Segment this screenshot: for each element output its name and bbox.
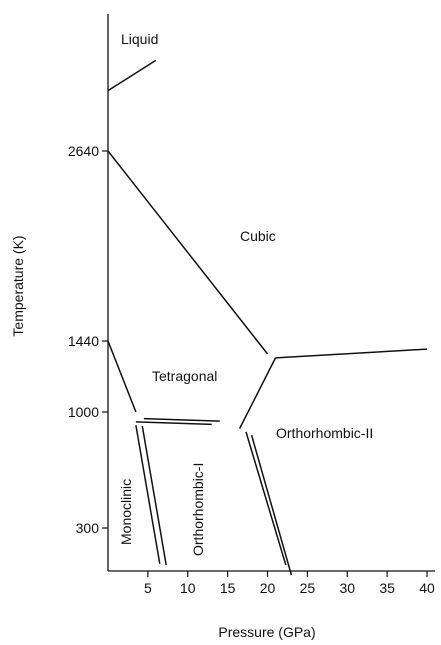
y-axis-label: Temperature (K) [10,235,26,336]
phase-boundary-line [107,59,157,92]
phase-boundary-line [245,431,287,566]
phase-label-cubic: Cubic [240,228,276,244]
x-tick-label: 5 [144,580,152,596]
phase-label-monoclinic: Monoclinic [118,479,134,545]
x-tick-label: 40 [419,580,435,596]
y-tick-label: 1440 [68,333,99,349]
phase-label-liquid: Liquid [121,31,158,47]
x-tick-label: 35 [379,580,395,596]
phase-boundary-line [238,357,277,429]
phase-label-tetragonal: Tetragonal [152,368,217,384]
phase-boundaries [107,59,428,576]
x-tick-label: 30 [339,580,355,596]
phase-boundary-line [250,434,293,576]
x-tick-label: 20 [260,580,276,596]
y-tick-label: 2640 [68,143,99,159]
phase-boundary-line [107,340,137,413]
phase-label-orthorhombic-ii: Orthorhombic-II [276,425,373,441]
axes [107,14,435,572]
x-tick-label: 25 [300,580,316,596]
x-tick-label: 10 [180,580,196,596]
y-tick-label: 1000 [68,404,99,420]
phase-boundary-line [275,348,428,359]
phase-boundary-line [135,421,212,426]
phase-boundary-line [141,425,167,566]
phase-boundary-line [135,425,161,564]
x-tick-label: 15 [220,580,236,596]
y-tick-label: 300 [76,520,100,536]
ticks: 5 10 15 20 25 30 35 40 300 1000 1440 2640 [68,143,435,596]
phase-label-orthorhombic-i: Orthorhombic-I [190,463,206,556]
phase-boundary-line [143,417,220,422]
phase-boundary-line [107,150,269,355]
x-axis-label: Pressure (GPa) [218,624,315,640]
